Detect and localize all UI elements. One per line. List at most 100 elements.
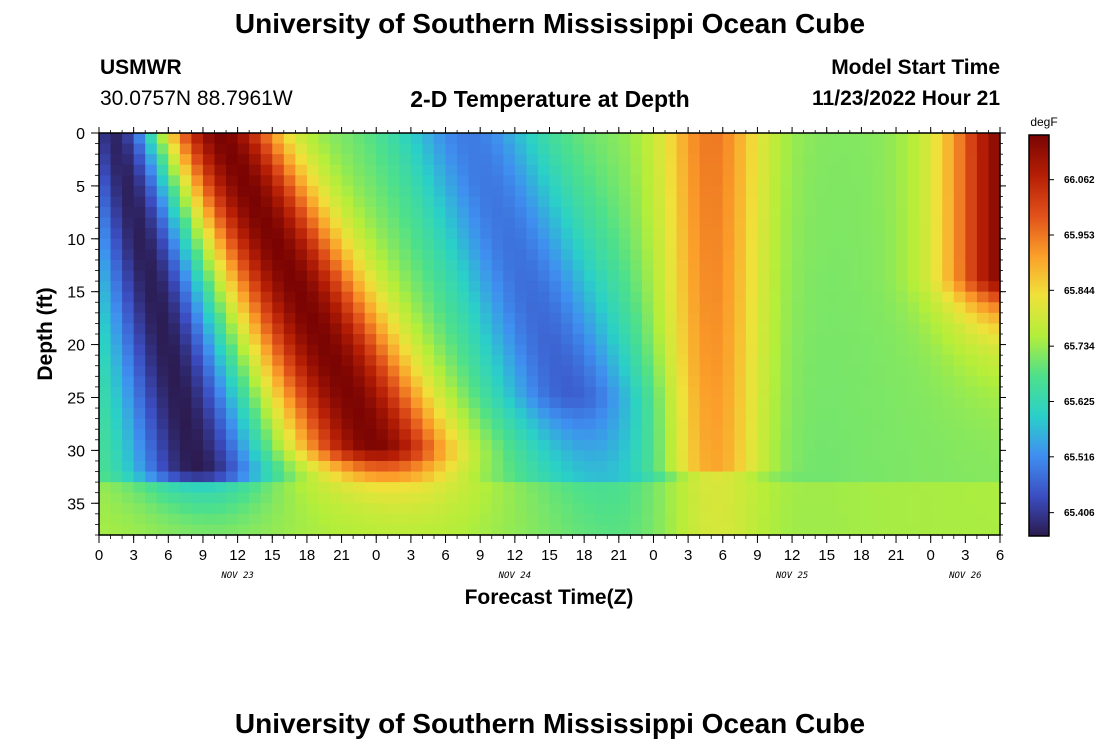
heatmap-cell: [445, 238, 458, 250]
heatmap-cell: [433, 334, 447, 346]
heatmap-cell: [988, 207, 1001, 219]
heatmap-cell: [226, 471, 239, 483]
heatmap-cell: [353, 281, 366, 293]
heatmap-cell: [861, 397, 874, 409]
heatmap-cell: [422, 471, 435, 483]
heatmap-cell: [861, 281, 874, 293]
heatmap-cell: [399, 429, 412, 441]
heatmap-cell: [803, 439, 816, 451]
heatmap-cell: [561, 355, 574, 367]
heatmap-cell: [803, 291, 816, 303]
heatmap-cell: [549, 270, 562, 282]
heatmap-cell: [133, 460, 146, 473]
heatmap-cell: [815, 524, 828, 536]
heatmap-cell: [745, 334, 759, 346]
heatmap-cell: [734, 524, 747, 536]
heatmap-cell: [295, 312, 308, 325]
heatmap-cell: [734, 175, 747, 187]
heatmap-cell: [607, 281, 620, 293]
heatmap-cell: [306, 249, 320, 261]
heatmap-cell: [872, 376, 886, 388]
heatmap-cell: [757, 524, 770, 536]
heatmap-cell: [306, 429, 320, 441]
heatmap-cell: [99, 439, 112, 451]
heatmap-cell: [630, 217, 643, 229]
heatmap-cell: [699, 249, 712, 261]
heatmap-cell: [330, 217, 343, 229]
heatmap-cell: [907, 207, 920, 219]
heatmap-cell: [561, 133, 574, 145]
heatmap-cell: [768, 503, 782, 515]
heatmap-cell: [699, 334, 712, 346]
heatmap-cell: [260, 524, 273, 536]
heatmap-cell: [688, 513, 701, 526]
heatmap-cell: [514, 450, 527, 462]
heatmap-cell: [919, 312, 932, 325]
heatmap-cell: [745, 323, 759, 335]
heatmap-cell: [99, 302, 112, 314]
heatmap-cell: [387, 207, 400, 219]
heatmap-cell: [665, 344, 678, 356]
heatmap-cell: [353, 207, 366, 219]
heatmap-cell: [872, 439, 886, 451]
heatmap-cell: [780, 386, 793, 399]
heatmap-cell: [306, 439, 320, 451]
heatmap-cell: [607, 439, 620, 451]
heatmap-cell: [584, 175, 597, 187]
heatmap-cell: [618, 207, 631, 219]
heatmap-cell: [630, 524, 643, 536]
heatmap-cell: [826, 217, 839, 229]
heatmap-cell: [110, 154, 123, 166]
heatmap-cell: [607, 355, 620, 367]
heatmap-cell: [722, 397, 735, 409]
x-tick-label: 9: [476, 547, 484, 564]
heatmap-cell: [976, 397, 990, 409]
heatmap-cell: [399, 344, 412, 356]
heatmap-cell: [896, 408, 909, 420]
heatmap-cell: [422, 460, 435, 473]
heatmap-cell: [445, 164, 458, 176]
heatmap-cell: [745, 154, 759, 166]
heatmap-cell: [341, 344, 354, 356]
heatmap-cell: [953, 207, 966, 219]
heatmap-cell: [976, 196, 990, 208]
heatmap-cell: [792, 460, 805, 473]
heatmap-cell: [757, 207, 770, 219]
heatmap-cell: [399, 207, 412, 219]
heatmap-cell: [572, 291, 585, 303]
heatmap-cell: [792, 259, 805, 272]
heatmap-cell: [226, 524, 239, 536]
heatmap-cell: [965, 471, 978, 483]
heatmap-cell: [376, 439, 389, 451]
heatmap-cell: [618, 355, 631, 367]
heatmap-cell: [99, 323, 112, 335]
heatmap-cell: [133, 376, 146, 388]
heatmap-cell: [792, 439, 805, 451]
heatmap-cell: [283, 365, 296, 377]
heatmap-cell: [330, 344, 343, 356]
heatmap-cell: [849, 175, 862, 187]
heatmap-cell: [330, 513, 343, 526]
heatmap-cell: [665, 185, 678, 198]
heatmap-cell: [526, 408, 539, 420]
heatmap-cell: [653, 164, 666, 176]
heatmap-cell: [896, 312, 909, 325]
heatmap-cell: [260, 386, 273, 399]
heatmap-cell: [537, 312, 551, 325]
heatmap-cell: [364, 270, 377, 282]
station-name: USMWR: [100, 56, 182, 79]
heatmap-cell: [376, 513, 389, 526]
heatmap-cell: [607, 164, 620, 176]
heatmap-cell: [768, 259, 782, 272]
heatmap-cell: [168, 408, 181, 420]
heatmap-cell: [480, 482, 493, 494]
heatmap-cell: [872, 334, 886, 346]
heatmap-cell: [688, 291, 701, 303]
heatmap-cell: [561, 344, 574, 356]
heatmap-cell: [722, 482, 735, 494]
heatmap-cell: [422, 249, 435, 261]
heatmap-cell: [399, 482, 412, 494]
heatmap-cell: [815, 249, 828, 261]
heatmap-cell: [699, 482, 712, 494]
x-tick-label: 12: [507, 547, 524, 564]
